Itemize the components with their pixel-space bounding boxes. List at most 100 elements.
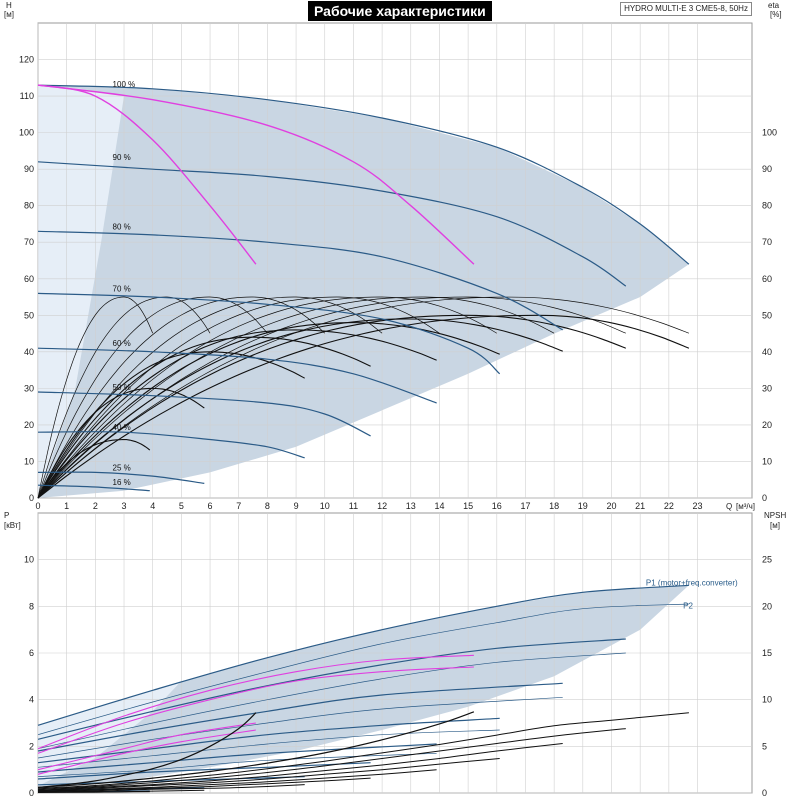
npsh-axis-unit: [м] — [770, 521, 780, 530]
qh-speed-curve — [37, 431, 305, 459]
p-axis-unit: [кВт] — [4, 521, 21, 530]
eta-axis-label: eta — [768, 1, 780, 10]
power-magenta-curve — [37, 666, 474, 754]
eta-curve — [37, 296, 690, 499]
p2-curve — [37, 729, 500, 768]
eta-tick-label: 20 — [762, 420, 772, 430]
p1-curve — [37, 638, 626, 740]
h-tick-label: 20 — [24, 420, 34, 430]
q-tick-label: 19 — [578, 501, 588, 511]
eta-tick-label: 10 — [762, 456, 772, 466]
eta-curve — [37, 296, 497, 499]
power-npsh-plot: 0 2 4 6 8 10 0 5 10 15 20 25 P1 (motor+freq.converte… — [4, 511, 786, 798]
q-tick-label: 13 — [406, 501, 416, 511]
speed-label: 100 % — [113, 80, 136, 89]
npsh-curve — [37, 769, 437, 792]
eta-curve — [37, 296, 325, 499]
npsh-tick-label: 10 — [762, 695, 772, 705]
speed-label: 70 % — [113, 284, 131, 293]
qh-envelope-light — [38, 85, 124, 498]
q-tick-label: 17 — [520, 501, 530, 511]
qh-magenta-curve — [37, 84, 475, 265]
qh-speed-curve — [37, 347, 437, 404]
q-tick-label: 0 — [35, 501, 40, 511]
legend-p1: P1 (motor+freq.converter) — [646, 578, 738, 587]
h-axis-label: H — [6, 1, 12, 10]
p2-curve — [37, 752, 437, 778]
q-tick-label: 20 — [606, 501, 616, 511]
h-tick-label: 70 — [24, 237, 34, 247]
p2-curve — [37, 652, 626, 750]
p1-curve — [37, 762, 371, 780]
qh-magenta-curve — [37, 84, 257, 265]
chart-title: Рабочие характеристики — [308, 1, 492, 21]
h-axis-unit: [м] — [4, 10, 14, 19]
eta-curve — [37, 336, 371, 499]
h-tick-label: 50 — [24, 310, 34, 320]
npsh-curve — [37, 784, 305, 793]
p1-curve — [37, 584, 689, 726]
h-tick-label: 40 — [24, 347, 34, 357]
eta-curve — [37, 296, 440, 499]
speed-label: 40 % — [113, 423, 131, 432]
qh-plot: 0 1 2 3 4 5 6 7 8 9 10 11 12 13 14 15 16 17 18 19 20 21 22 2301… — [4, 1, 782, 511]
power-magenta-curve — [37, 722, 256, 771]
p-tick-label: 0 — [29, 788, 34, 798]
qh-speed-curve — [37, 161, 627, 287]
q-tick-label: 23 — [693, 501, 703, 511]
speed-label: 25 % — [113, 463, 131, 472]
power-magenta-curve — [37, 729, 256, 775]
p-tick-label: 8 — [29, 601, 34, 611]
speed-label: 90 % — [113, 153, 131, 162]
qh-speed-curve — [37, 230, 563, 331]
qh-speed-curve — [37, 292, 501, 375]
npsh-tick-label: 20 — [762, 601, 772, 611]
npsh-curve — [37, 777, 371, 792]
q-tick-label: 8 — [265, 501, 270, 511]
p2-curve — [37, 696, 563, 759]
h-tick-label: 0 — [29, 493, 34, 503]
qh-speed-curve — [37, 391, 371, 437]
q-tick-label: 4 — [150, 501, 155, 511]
qh-speed-curve — [37, 471, 205, 484]
eta-curve — [37, 314, 690, 499]
qh-envelope — [38, 85, 689, 498]
q-tick-label: 6 — [208, 501, 213, 511]
p-tick-label: 4 — [29, 695, 34, 705]
q-tick-label: 15 — [463, 501, 473, 511]
npsh-curve — [37, 712, 689, 789]
q-tick-label: 5 — [179, 501, 184, 511]
eta-tick-label: 60 — [762, 274, 772, 284]
q-tick-label: 9 — [294, 501, 299, 511]
q-tick-label: 7 — [236, 501, 241, 511]
eta-tick-label: 40 — [762, 347, 772, 357]
p1-curve — [37, 743, 437, 773]
npsh-curve — [37, 743, 563, 791]
h-tick-label: 100 — [19, 128, 34, 138]
q-tick-label: 12 — [377, 501, 387, 511]
q-axis-unit: [м³/ч] — [736, 502, 755, 511]
speed-label: 80 % — [113, 222, 131, 231]
npsh-tick-label: 25 — [762, 555, 772, 565]
speed-label: 50 % — [113, 383, 131, 392]
p1-curve — [37, 682, 563, 752]
eta-tick-label: 50 — [762, 310, 772, 320]
power-envelope — [38, 585, 689, 789]
eta-tick-label: 100 — [762, 128, 777, 138]
power-magenta-curve — [37, 654, 474, 750]
q-tick-label: 2 — [93, 501, 98, 511]
h-tick-label: 120 — [19, 55, 34, 65]
q-tick-label: 18 — [549, 501, 559, 511]
npsh-axis-label: NPSH — [764, 511, 786, 520]
eta-curve — [37, 296, 555, 499]
h-tick-label: 60 — [24, 274, 34, 284]
eta-tick-label: 80 — [762, 201, 772, 211]
npsh-steep-curve — [37, 711, 475, 788]
eta-curve — [37, 438, 151, 499]
eta-tick-label: 90 — [762, 164, 772, 174]
qh-speed-curve — [37, 484, 150, 492]
h-tick-label: 90 — [24, 164, 34, 174]
q-tick-label: 1 — [64, 501, 69, 511]
speed-label: 16 % — [113, 478, 131, 487]
